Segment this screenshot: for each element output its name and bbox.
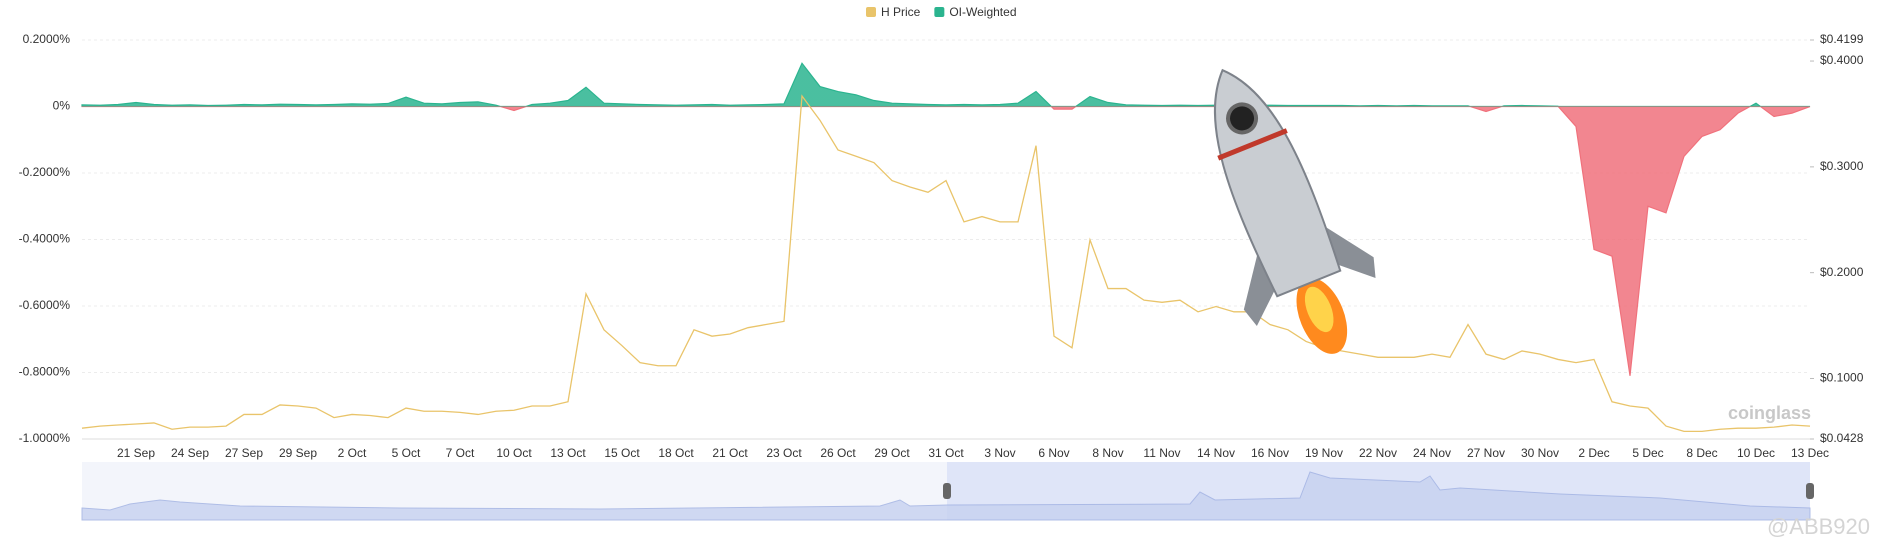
- x-tick-label: 15 Oct: [604, 446, 640, 460]
- y2-tick-label: $0.4199: [1820, 32, 1864, 46]
- x-tick-label: 10 Oct: [496, 446, 532, 460]
- rocket-fin: [1243, 249, 1278, 326]
- x-tick-label: 24 Nov: [1413, 446, 1451, 460]
- x-tick-label: 11 Nov: [1143, 446, 1180, 460]
- x-tick-label: 21 Oct: [712, 446, 748, 460]
- navigator-preview: [81, 471, 1811, 521]
- x-tick-label: 24 Sep: [171, 446, 209, 460]
- x-tick-label: 14 Nov: [1197, 446, 1235, 460]
- rocket-flame: [1304, 286, 1334, 333]
- y2-tick-label: $0.1000: [1820, 371, 1864, 385]
- y-tick-label: -1.0000%: [19, 431, 71, 445]
- x-tick-label: 29 Sep: [279, 446, 317, 460]
- x-tick-label: 31 Oct: [928, 446, 964, 460]
- y2-tick-label: $0.4000: [1820, 53, 1864, 67]
- watermark: coinglass: [1728, 403, 1811, 423]
- y2-tick-label: $0.3000: [1820, 159, 1864, 173]
- area: [81, 62, 1811, 376]
- x-tick-label: 7 Oct: [446, 446, 475, 460]
- x-tick-label: 5 Oct: [392, 446, 421, 460]
- x-tick-label: 13 Oct: [550, 446, 586, 460]
- credit: @ABB920: [1767, 514, 1870, 539]
- x-tick-label: 27 Nov: [1467, 446, 1505, 460]
- rocket-stripe: [1217, 128, 1288, 161]
- x-tick-label: 16 Nov: [1251, 446, 1289, 460]
- x-tick-label: 6 Nov: [1038, 446, 1069, 460]
- x-tick-label: 13 Dec: [1791, 446, 1829, 460]
- x-tick-label: 8 Dec: [1686, 446, 1717, 460]
- x-tick-label: 8 Nov: [1092, 446, 1123, 460]
- navigator-handle[interactable]: [943, 483, 951, 499]
- x-tick-label: 5 Dec: [1632, 446, 1663, 460]
- legend-label: H Price: [881, 5, 921, 19]
- rocket-fin: [1321, 224, 1376, 279]
- line: [81, 94, 1811, 433]
- legend-swatch: [866, 7, 876, 17]
- y-tick-label: -0.6000%: [19, 298, 71, 312]
- x-tick-label: 29 Oct: [874, 446, 910, 460]
- navigator: [81, 462, 1814, 521]
- y-tick-label: -0.8000%: [19, 365, 71, 379]
- x-tick-label: 21 Sep: [117, 446, 155, 460]
- x-tick-label: 2 Dec: [1578, 446, 1609, 460]
- y-tick-label: 0%: [53, 99, 71, 113]
- x-tick-label: 2 Oct: [338, 446, 367, 460]
- rocket: [1213, 68, 1376, 354]
- x-tick-label: 23 Oct: [766, 446, 802, 460]
- legend-label: OI-Weighted: [949, 5, 1016, 19]
- x-tick-label: 18 Oct: [658, 446, 694, 460]
- navigator-handle[interactable]: [1806, 483, 1814, 499]
- x-tick-label: 30 Nov: [1521, 446, 1559, 460]
- x-tick-label: 19 Nov: [1305, 446, 1343, 460]
- x-tick-label: 22 Nov: [1359, 446, 1397, 460]
- y-tick-label: -0.4000%: [19, 232, 71, 246]
- legend-swatch: [934, 7, 945, 17]
- y-tick-label: 0.2000%: [23, 32, 71, 46]
- x-tick-label: 10 Dec: [1737, 446, 1775, 460]
- y2-tick-label: $0.2000: [1820, 265, 1864, 279]
- rocket-window: [1226, 102, 1259, 135]
- y2-tick-label: $0.0428: [1820, 431, 1864, 445]
- y-tick-label: -0.2000%: [19, 165, 71, 179]
- x-tick-label: 27 Sep: [225, 446, 263, 460]
- x-tick-label: 26 Oct: [820, 446, 856, 460]
- x-tick-label: 3 Nov: [984, 446, 1015, 460]
